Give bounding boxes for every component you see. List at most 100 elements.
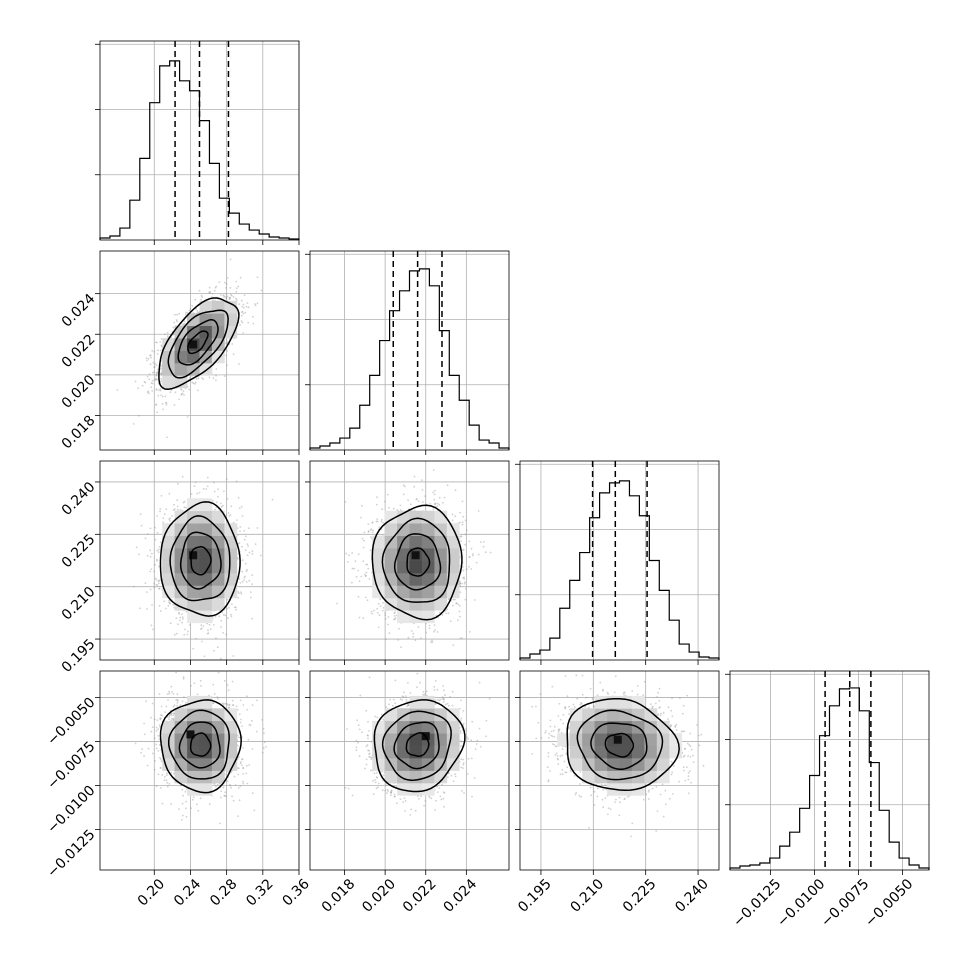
sample-point [225,354,228,357]
sample-point [168,602,171,604]
sample-point [249,591,252,593]
sample-point [336,602,338,605]
sample-point [144,537,147,540]
sample-point [207,632,210,634]
density-cell [211,572,225,586]
sample-point [230,505,233,508]
sample-point [153,570,156,573]
sample-point [196,309,199,312]
sample-point [207,629,209,632]
sample-point [413,475,416,478]
sample-point [188,388,191,391]
sample-point [159,610,162,612]
sample-point [191,381,194,384]
sample-point [202,625,205,627]
sample-point [256,276,259,279]
sample-point [218,615,221,618]
sample-point [221,504,224,507]
sample-point [160,345,163,348]
sample-point [230,613,232,616]
sample-point [438,496,441,499]
sample-point [168,492,171,495]
histogram-panel-0 [95,40,300,245]
density-cell [211,535,225,549]
sample-point [470,547,473,550]
sample-point [153,586,156,589]
sample-point [459,511,462,514]
sample-point [162,521,165,524]
sample-point [156,411,159,414]
sample-point [196,311,199,314]
hist-2-bars [519,480,720,660]
density-cell [199,350,213,364]
sample-point [242,312,245,315]
sample-point [169,517,172,519]
sample-point [159,579,162,581]
sample-point [153,371,156,374]
sample-point [371,612,374,615]
sample-point [367,531,370,533]
sample-point [402,493,405,496]
sample-point [159,541,162,544]
contour-2-0-1 [179,531,222,590]
sample-point [239,324,242,326]
sample-point [160,372,163,375]
sample-point [137,387,140,390]
sample-point [438,611,441,614]
sample-point [473,599,476,601]
sample-point [459,585,461,587]
sample-point [241,570,244,573]
sample-point [166,332,169,334]
sample-point [185,506,187,509]
sample-point [201,627,203,630]
sample-point [247,545,250,547]
sample-point [181,392,184,395]
sample-point [187,630,189,633]
sample-point [351,567,354,570]
sample-point [159,388,162,390]
sample-point [154,378,156,381]
sample-point [202,487,205,490]
sample-point [154,538,157,541]
density-cell [199,548,213,561]
sample-point [232,521,235,524]
density-cell [211,313,225,326]
sample-point [403,485,406,488]
sample-point [245,580,248,583]
sample-point [158,579,160,582]
sample-point [397,639,400,641]
sample-point [252,322,255,325]
density-cell [224,548,238,561]
sample-point [179,619,181,622]
sample-point [431,639,433,642]
sample-point [156,549,159,552]
contour-2-0-0 [190,546,212,576]
sample-point [459,555,462,557]
sample-point [157,580,160,583]
sample-point [432,508,435,511]
sample-point [156,558,158,561]
sample-point [248,551,251,554]
sample-point [177,623,179,626]
sample-point [238,507,241,510]
sample-point [357,569,360,572]
sample-point [149,555,152,558]
sample-point [461,523,464,526]
sample-point [235,299,238,302]
sample-point [454,489,457,492]
sample-point [244,562,247,565]
sample-point [217,495,219,498]
sample-point [251,550,254,553]
sample-point [183,320,186,322]
sample-point [155,373,158,376]
sample-point [225,364,228,367]
sample-point [244,575,246,578]
sample-point [178,612,181,615]
sample-point [235,608,238,611]
sample-point [155,364,158,366]
sample-point [242,332,245,334]
sample-point [146,359,148,362]
scatter-2-1-body [310,461,509,660]
sample-point [451,519,454,522]
sample-point [150,568,153,571]
